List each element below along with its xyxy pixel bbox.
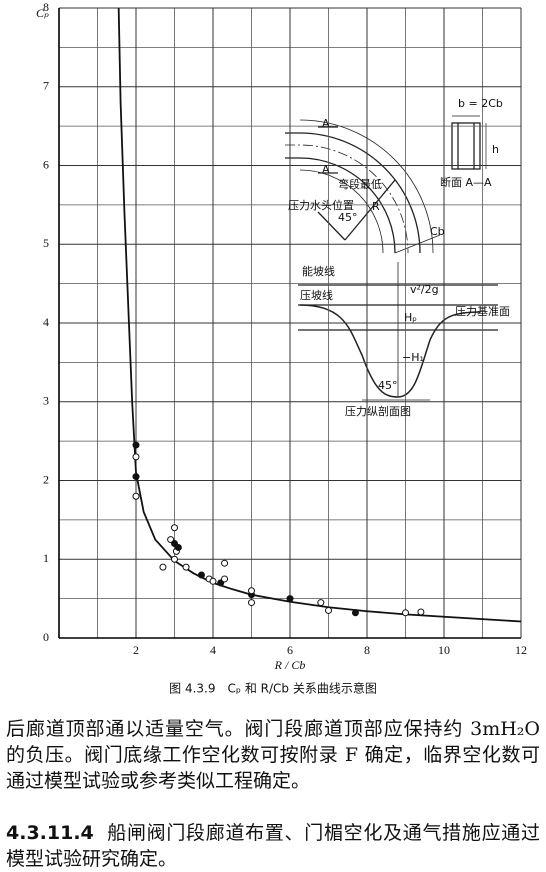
y-tick-label: 8: [43, 0, 49, 14]
y-tick-label: 4: [43, 315, 49, 329]
y-axis-label: Cₚ: [36, 6, 49, 20]
y-tick-label: 2: [43, 472, 49, 486]
x-tick-label: 4: [210, 643, 216, 657]
y-tick-label: 1: [43, 551, 49, 565]
bend-diagram: [285, 115, 487, 254]
annotation: 45°: [378, 379, 398, 392]
annotation: A: [322, 117, 330, 130]
pressure-diagram: [298, 262, 498, 401]
data-point: [197, 571, 205, 579]
chart-caption: 图 4.3.9 Cₚ 和 R/Cb 关系曲线示意图: [169, 681, 377, 696]
data-point: [159, 563, 167, 571]
clause-number: 4.3.11.4: [6, 822, 94, 844]
data-point: [182, 563, 190, 571]
data-point: [209, 577, 217, 585]
annotation: b = 2Cb: [458, 97, 503, 110]
annotation: 断面 A—A: [440, 175, 492, 189]
curve: [117, 7, 522, 623]
data-point: [317, 599, 325, 607]
annotation: R: [372, 200, 380, 213]
data-point: [132, 441, 140, 449]
x-tick-label: 8: [364, 643, 370, 657]
data-point: [132, 473, 140, 481]
annotation: Cb: [430, 225, 445, 238]
annotation: 弯段最低: [338, 177, 382, 191]
x-tick-label: 6: [287, 643, 293, 657]
y-tick-label: 6: [43, 157, 49, 171]
annotation: A: [322, 163, 330, 176]
x-tick-label: 2: [133, 643, 139, 657]
x-tick-label: 10: [438, 643, 450, 657]
data-point: [132, 492, 140, 500]
data-point: [221, 575, 229, 583]
data-point: [248, 587, 255, 595]
x-axis-label: R / Cb: [274, 658, 306, 672]
data-point: [402, 609, 409, 617]
y-tick-label: 7: [43, 79, 49, 93]
paragraph: 后廊道顶部通以适量空气。阀门段廊道顶部应保持约 3mH₂O 的负压。阀门底缘工作…: [6, 718, 540, 792]
annotation: −H₁: [402, 351, 424, 364]
data-point: [221, 559, 229, 567]
x-tick-label: 12: [515, 643, 527, 657]
annotation: 45°: [338, 211, 358, 224]
data-point: [171, 524, 178, 532]
clause: 4.3.11.4 船闸阀门段廊道布置、门楣空化及通气措施应通过模型试验研究确定。: [6, 820, 540, 872]
annotation: 压力基准面: [455, 305, 510, 318]
y-tick-label: 0: [43, 630, 49, 644]
annotation: 压坡线: [300, 288, 333, 302]
data-point: [325, 606, 332, 614]
data-point: [351, 609, 359, 617]
y-tick-label: 3: [43, 394, 49, 408]
annotation: h: [492, 143, 499, 156]
data-point: [174, 543, 182, 551]
annotation: 能坡线: [302, 264, 335, 278]
annotation: 压力纵剖面图: [345, 404, 411, 418]
data-point: [248, 599, 255, 607]
data-point: [171, 555, 178, 563]
data-point: [132, 453, 140, 461]
data-point: [417, 608, 425, 616]
data-point: [286, 595, 294, 603]
annotation: v²/2g: [410, 283, 439, 296]
annotation: 压力水头位置: [288, 198, 354, 212]
annotation: Hₚ: [404, 311, 417, 324]
y-tick-label: 5: [43, 236, 49, 250]
